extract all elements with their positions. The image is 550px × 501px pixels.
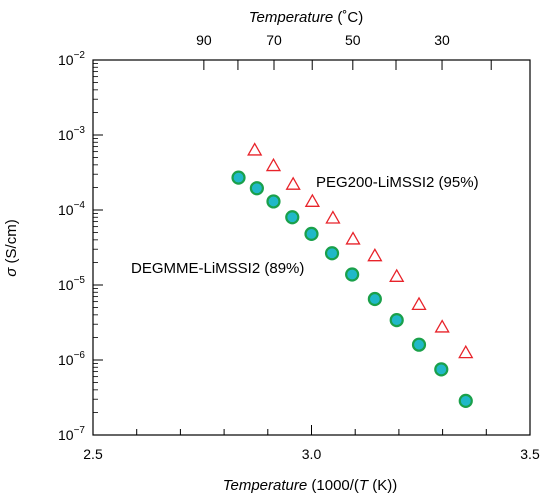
data-point-circle xyxy=(231,170,246,185)
top-tick-label: 70 xyxy=(266,32,282,48)
data-point-circle xyxy=(389,313,404,328)
top-axis: 90 70 50 30 xyxy=(196,32,492,70)
top-tick-label: 30 xyxy=(434,32,450,48)
left-tick-label: 10−4 xyxy=(58,200,85,218)
data-point-circle xyxy=(345,267,360,282)
data-point-triangle xyxy=(285,176,301,190)
data-point-triangle xyxy=(247,142,263,156)
data-point-circle xyxy=(304,226,319,242)
bottom-tick-label: 3.5 xyxy=(520,446,540,462)
top-tick-label: 90 xyxy=(196,32,212,48)
data-point-triangle xyxy=(325,210,341,224)
series-label-peg200: PEG200-LiMSSI2 (95%) xyxy=(316,174,479,191)
data-point-triangle xyxy=(304,193,320,207)
data-point-circle xyxy=(411,337,427,352)
left-tick-label: 10−5 xyxy=(58,275,85,293)
top-axis-title: Temperature (˚C) xyxy=(249,9,364,26)
data-point-triangle xyxy=(411,296,427,310)
data-point-circle xyxy=(249,181,264,196)
data-point-triangle xyxy=(367,248,383,262)
data-point-circle xyxy=(367,291,382,307)
left-tick-label: 10−2 xyxy=(58,50,85,68)
left-tick-label: 10−7 xyxy=(58,425,85,443)
data-point-circle xyxy=(434,362,449,377)
data-point-circle xyxy=(266,194,281,209)
series-peg200 xyxy=(247,142,474,359)
series-degmme xyxy=(231,170,473,408)
bottom-axis: 2.5 3.0 3.5 xyxy=(83,425,540,462)
left-tick-label: 10−6 xyxy=(58,350,85,368)
bottom-axis-title: Temperature (1000/(T (K)) xyxy=(223,477,398,494)
bottom-tick-label: 2.5 xyxy=(83,446,103,462)
left-tick-label: 10−3 xyxy=(58,125,85,143)
plot-border xyxy=(92,59,531,436)
series-layer xyxy=(231,142,474,408)
data-point-circle xyxy=(458,393,473,408)
data-point-triangle xyxy=(265,157,282,172)
left-axis: 10−2 10−3 10−4 10−5 10−6 10−7 xyxy=(58,50,103,443)
data-point-triangle xyxy=(458,344,474,359)
data-point-circle xyxy=(285,210,300,225)
data-point-triangle xyxy=(389,268,405,282)
data-point-circle xyxy=(324,246,340,261)
data-point-triangle xyxy=(345,231,361,245)
series-label-degmme: DEGMME-LiMSSI2 (89%) xyxy=(131,260,304,277)
left-axis-title: σ (S/cm) xyxy=(3,219,20,276)
data-point-triangle xyxy=(434,319,450,333)
bottom-tick-label: 3.0 xyxy=(302,446,322,462)
plot-frame xyxy=(92,59,531,436)
top-tick-label: 50 xyxy=(345,32,361,48)
